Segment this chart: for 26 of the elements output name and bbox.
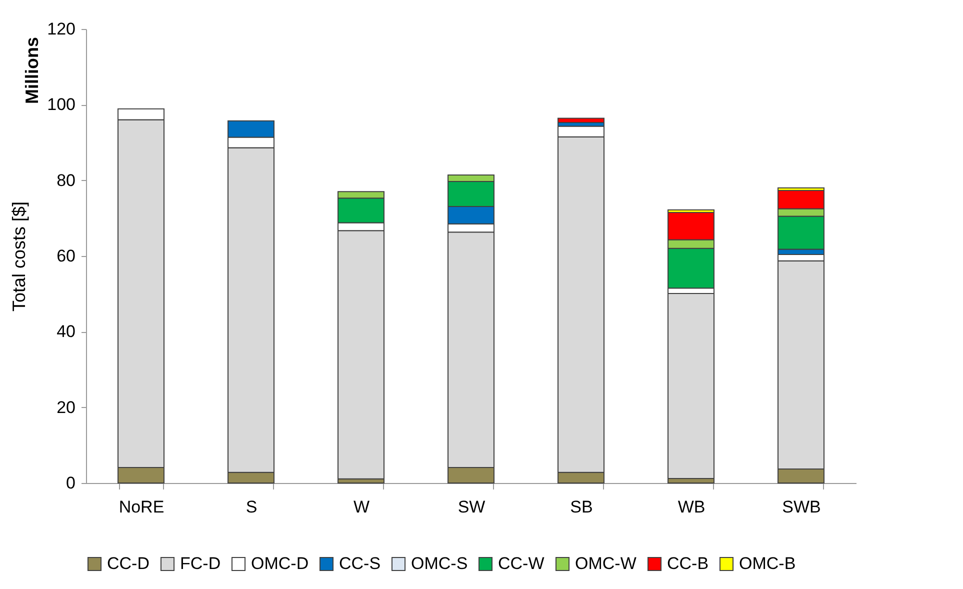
legend-label: OMC-B	[739, 554, 796, 573]
y-tick-label: 100	[47, 95, 76, 114]
x-tick-label: SB	[570, 498, 593, 516]
text: Millions	[22, 37, 42, 104]
bar	[558, 118, 604, 123]
y-tick-label: 80	[56, 170, 76, 190]
legend-label: CC-W	[498, 554, 544, 573]
x-tick-label: SWB	[782, 498, 821, 516]
legend-label: CC-B	[667, 554, 709, 573]
legend-label: CC-S	[339, 554, 381, 573]
x-tick-label: WB	[678, 498, 706, 516]
legend-label: CC-D	[107, 554, 150, 573]
x-tick-label: W	[353, 498, 370, 516]
legend-label: OMC-S	[411, 554, 468, 573]
y-tick-label: 20	[56, 398, 76, 417]
y-axis-title: Total costs [$]	[9, 201, 30, 312]
x-tick-label: S	[246, 498, 258, 516]
x-tick-label: NoRE	[118, 498, 164, 516]
y-tick-label: 60	[56, 246, 76, 266]
legend-label: OMC-D	[251, 554, 309, 573]
y-tick-label: 120	[47, 20, 76, 38]
x-tick-label: SW	[458, 498, 486, 516]
legend-label: OMC-W	[575, 554, 636, 573]
y-tick-label: 0	[66, 474, 76, 492]
y-tick-label: 40	[56, 322, 76, 342]
legend-label: FC-D	[180, 554, 221, 573]
